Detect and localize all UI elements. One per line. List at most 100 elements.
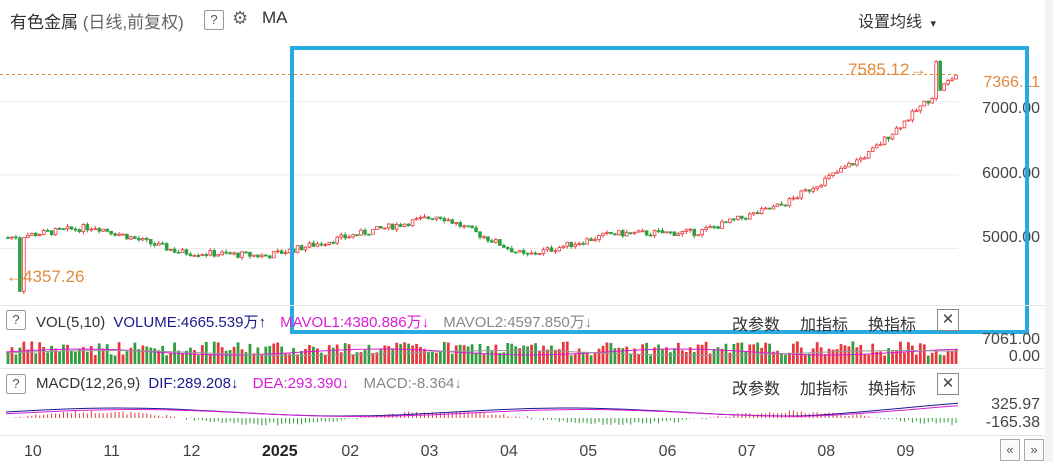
volume-bar [343,343,347,364]
candle-up [720,221,724,229]
candle-down [783,204,788,207]
volume-bar [137,348,141,364]
volume-bar [597,348,601,364]
volume-bar [938,354,942,364]
candle-down [628,232,633,235]
volume-bar [538,351,541,364]
set-ma-button[interactable]: 设置均线 ▾ [858,8,936,32]
candle-up [815,186,819,190]
scroll-left-icon[interactable]: « [1000,439,1020,461]
add-indicator-button[interactable]: 加指标 [800,381,849,398]
candle-down [926,100,931,104]
volume-bar [827,348,831,364]
help-icon[interactable]: ? [204,10,224,30]
arrow-down-icon: ↓ [454,375,462,392]
candle-up [410,219,415,227]
dea-value: DEA:293.390 [252,375,342,392]
candle-down [732,218,736,221]
volume-bar [244,352,248,364]
volume-bar [181,353,184,364]
scrollbar[interactable] [1045,0,1053,462]
switch-indicator-button[interactable]: 换指标 [868,317,917,334]
candle-down [450,219,455,224]
volume-bar [6,352,10,364]
ma-indicator-label[interactable]: MA [262,8,288,27]
volume-bar [692,352,696,364]
candle-down [164,243,169,251]
volume-bar [720,348,724,364]
volume-bar [724,343,728,364]
x-tick-label: 2025 [262,443,298,460]
candle-up [37,234,42,237]
candle-up [252,254,256,257]
candle-up [664,231,669,234]
candle-up [351,234,355,238]
volume-bar [46,352,50,364]
candle-up [577,243,581,245]
candle-up [283,252,288,255]
volume-bar [573,354,577,364]
candle-down [390,223,395,230]
volume-bar [446,342,450,364]
volume-bar [625,346,629,364]
candle-up [339,234,343,238]
volume-bar [918,343,922,364]
volume-bar [125,351,129,364]
candle-up [843,166,847,169]
candle-down [85,224,90,231]
candle-down [113,233,117,236]
candle-down [767,207,772,210]
candle-down [45,229,50,232]
candle-down [502,245,506,248]
help-icon[interactable]: ? [6,310,26,330]
volume-bar [736,342,740,364]
volume-bar [157,350,161,364]
candle-up [561,245,566,249]
candle-up [295,245,300,253]
switch-indicator-button[interactable]: 换指标 [868,381,917,398]
arrow-right-icon: → [909,60,927,79]
candle-up [870,147,875,152]
volume-bar [593,353,597,364]
candle-down [224,251,228,254]
candle-down [279,250,284,254]
volume-bar [10,347,14,364]
help-icon[interactable]: ? [6,374,26,394]
volume-bar [383,345,387,364]
volume-bar [42,346,46,364]
candle-up [946,80,950,85]
volume-bar [879,351,883,364]
volume-indicator-name[interactable]: VOL(5,10) [36,314,106,331]
candle-down [656,230,661,233]
gear-icon[interactable]: ⚙ [232,8,249,28]
candle-up [831,172,835,176]
candle-down [176,251,181,254]
macd-value: MACD:-8.364 [363,375,455,392]
mavol1-value: MAVOL1:4380.886万 [280,314,422,331]
candle-down [569,241,574,247]
candle-up [418,217,423,219]
candle-up [878,143,883,146]
candle-down [379,226,383,229]
change-params-button[interactable]: 改参数 [732,381,781,398]
candle-up [200,254,205,257]
volume-bar [304,348,307,364]
candle-down [490,240,494,243]
candle-up [537,253,542,255]
candle-down [458,222,462,227]
candle-down [692,228,697,236]
macd-indicator-name[interactable]: MACD(12,26,9) [36,375,141,392]
change-params-button[interactable]: 改参数 [732,317,781,334]
close-icon[interactable]: ✕ [937,373,959,395]
candle-up [240,251,244,258]
close-icon[interactable]: ✕ [937,309,959,331]
candle-up [585,238,589,245]
candle-up [65,226,70,230]
volume-bar [895,350,898,364]
add-indicator-button[interactable]: 加指标 [800,317,849,334]
y-tick-label: 325.97 [991,396,1040,413]
candle-up [791,197,796,200]
volume-bar [308,344,311,364]
scroll-right-icon[interactable]: » [1024,439,1044,461]
